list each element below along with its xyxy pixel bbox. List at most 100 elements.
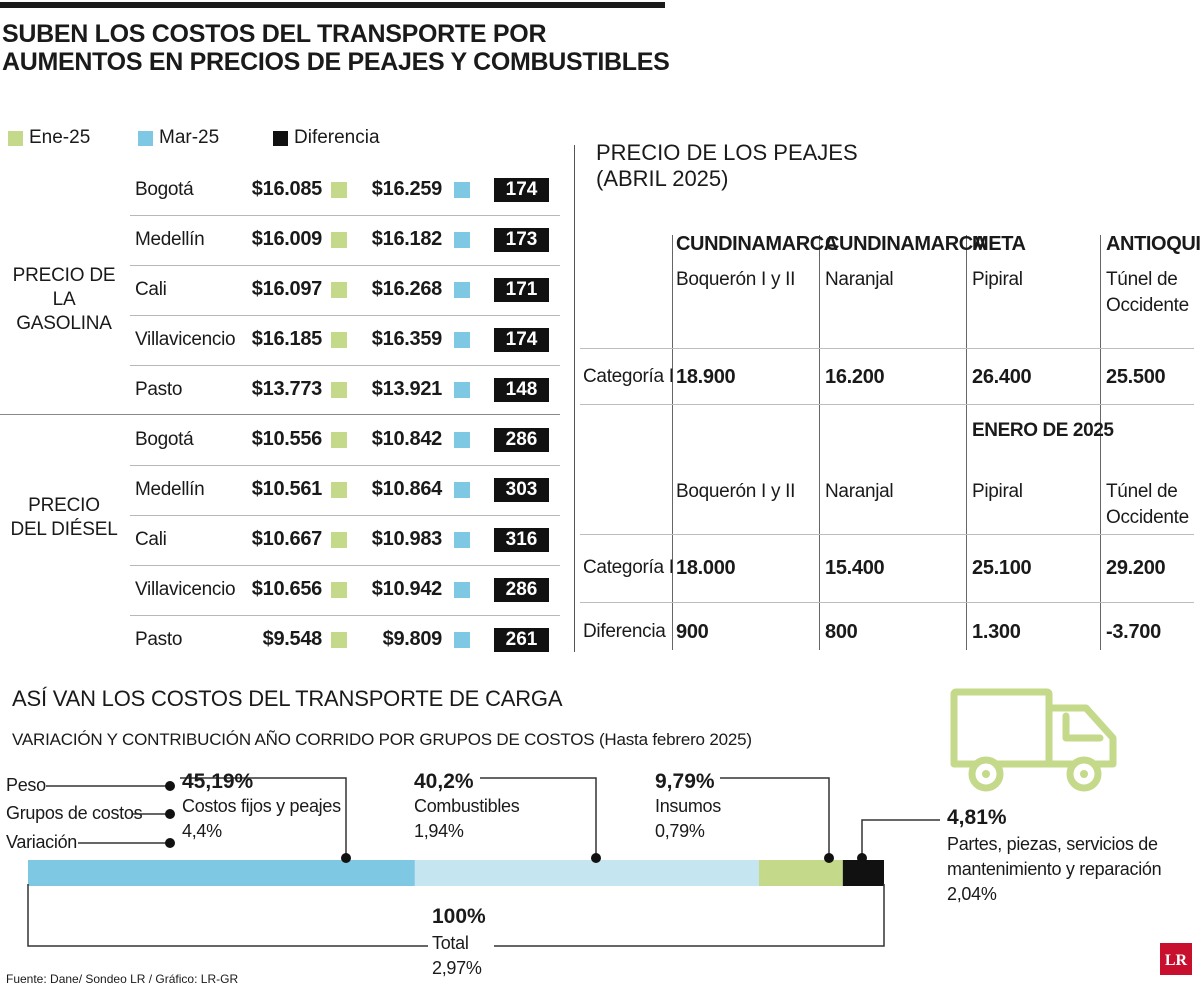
row-divider	[580, 534, 1194, 535]
row-label-difference: Diferencia	[583, 621, 666, 642]
truck-icon	[950, 688, 1117, 792]
row-divider	[130, 615, 560, 616]
jan-marker	[331, 232, 347, 248]
bar-segment	[842, 860, 884, 886]
price-mar: $10.942	[371, 578, 443, 600]
toll-name: Túnel de Occidente	[1106, 269, 1189, 316]
toll-department: CUNDINAMARCA	[825, 233, 987, 255]
cargo-chart-subtitle: VARIACIÓN Y CONTRIBUCIÓN AÑO CORRIDO POR…	[12, 730, 752, 749]
toll-name: Pipiral	[972, 269, 1023, 290]
price-mar: $16.359	[371, 328, 443, 350]
segment-label-supplies: 9,79% Insumos 0,79%	[655, 770, 721, 841]
column-divider	[819, 235, 820, 650]
price-jan: $10.561	[251, 478, 323, 500]
diff-badge: 286	[494, 578, 549, 602]
toll-april-price: 26.400	[972, 366, 1032, 388]
leader-dot	[165, 781, 175, 791]
leader-dot	[165, 838, 175, 848]
gasoline-label: PRECIO DE LA GASOLINA	[12, 265, 116, 334]
jan-marker	[331, 582, 347, 598]
page-title: SUBEN LOS COSTOS DEL TRANSPORTE POR AUME…	[2, 20, 670, 76]
city-name: Medellín	[135, 479, 205, 500]
price-mar: $16.182	[371, 228, 443, 250]
table-row: Medellín $10.561 $10.864 303	[0, 466, 560, 516]
jan-marker	[331, 282, 347, 298]
source-note: Fuente: Dane/ Sondeo LR / Gráfico: LR-GR	[6, 972, 239, 986]
row-divider	[580, 602, 1194, 603]
row-label-category: Categoría I	[583, 366, 674, 387]
toll-difference: 1.300	[972, 621, 1021, 643]
jan-marker	[331, 382, 347, 398]
jan-marker	[331, 632, 347, 648]
legend-mar: Mar-25	[138, 126, 219, 150]
table-row: Pasto $13.773 $13.921 148	[0, 366, 560, 416]
toll-january-price: 18.000	[676, 557, 736, 579]
city-name: Villavicencio	[135, 329, 236, 350]
city-name: Villavicencio	[135, 579, 236, 600]
row-divider	[580, 348, 1194, 349]
row-divider	[130, 365, 560, 366]
toll-january-price: 25.100	[972, 557, 1032, 579]
city-name: Cali	[135, 279, 167, 300]
diff-badge: 316	[494, 528, 549, 552]
legend-diff-swatch	[273, 130, 288, 146]
lr-logo: LR	[1160, 943, 1192, 975]
toll-name: Naranjal	[825, 269, 894, 290]
row-divider	[130, 565, 560, 566]
legend-jan-swatch	[8, 130, 23, 146]
price-jan: $10.667	[251, 528, 323, 550]
price-mar: $13.921	[371, 378, 443, 400]
table-row: Cali $10.667 $10.983 316	[0, 516, 560, 566]
toll-name: Naranjal	[825, 481, 894, 502]
bar-group	[28, 860, 884, 886]
column-divider	[672, 235, 673, 650]
table-row: Villavicencio $16.185 $16.359 174	[0, 316, 560, 366]
price-jan: $9.548	[262, 628, 323, 650]
toll-department: META	[972, 233, 1026, 255]
city-name: Pasto	[135, 379, 183, 400]
price-jan: $13.773	[251, 378, 323, 400]
price-mar: $16.259	[371, 178, 443, 200]
toll-name: Pipiral	[972, 481, 1023, 502]
price-mar: $10.842	[371, 428, 443, 450]
row-divider	[130, 465, 560, 466]
toll-name: Boquerón I y II	[676, 481, 796, 502]
diff-badge: 173	[494, 228, 549, 252]
city-name: Bogotá	[135, 179, 194, 200]
toll-name: Túnel de Occidente	[1106, 481, 1189, 528]
diff-badge: 174	[494, 328, 549, 352]
toll-difference: -3.700	[1106, 621, 1161, 643]
cargo-chart-title: ASÍ VAN LOS COSTOS DEL TRANSPORTE DE CAR…	[12, 686, 563, 711]
city-name: Bogotá	[135, 429, 194, 450]
mar-marker	[454, 532, 470, 548]
section-divider	[574, 145, 575, 652]
table-row: Pasto $9.548 $9.809 261	[0, 616, 560, 666]
lr-logo-icon: LR	[1160, 943, 1192, 975]
row-label-category: Categoría I	[583, 557, 674, 578]
toll-april-price: 16.200	[825, 366, 885, 388]
price-jan: $10.656	[251, 578, 323, 600]
mar-marker	[454, 632, 470, 648]
total-bracket	[494, 884, 885, 947]
diff-badge: 174	[494, 178, 549, 202]
price-jan: $16.097	[251, 278, 323, 300]
mar-marker	[454, 382, 470, 398]
row-divider	[130, 515, 560, 516]
legend-jan: Ene-25	[8, 126, 90, 150]
price-jan: $16.185	[251, 328, 323, 350]
jan-marker	[331, 182, 347, 198]
row-divider	[130, 265, 560, 266]
city-name: Medellín	[135, 229, 205, 250]
total-label: 100% Total 2,97%	[432, 905, 486, 978]
leader-dot	[165, 809, 175, 819]
table-row: Medellín $16.009 $16.182 173	[0, 216, 560, 266]
row-divider	[580, 404, 1194, 405]
segment-label-fuel: 40,2% Combustibles 1,94%	[414, 770, 520, 841]
segment-label-fixed: 45,19% Costos fijos y peajes 4,4%	[182, 770, 341, 841]
diff-badge: 261	[494, 628, 549, 652]
leader-dot	[824, 853, 834, 863]
svg-text:LR: LR	[1165, 952, 1188, 969]
price-mar: $10.864	[371, 478, 443, 500]
leader-line	[720, 777, 830, 858]
mar-marker	[454, 182, 470, 198]
